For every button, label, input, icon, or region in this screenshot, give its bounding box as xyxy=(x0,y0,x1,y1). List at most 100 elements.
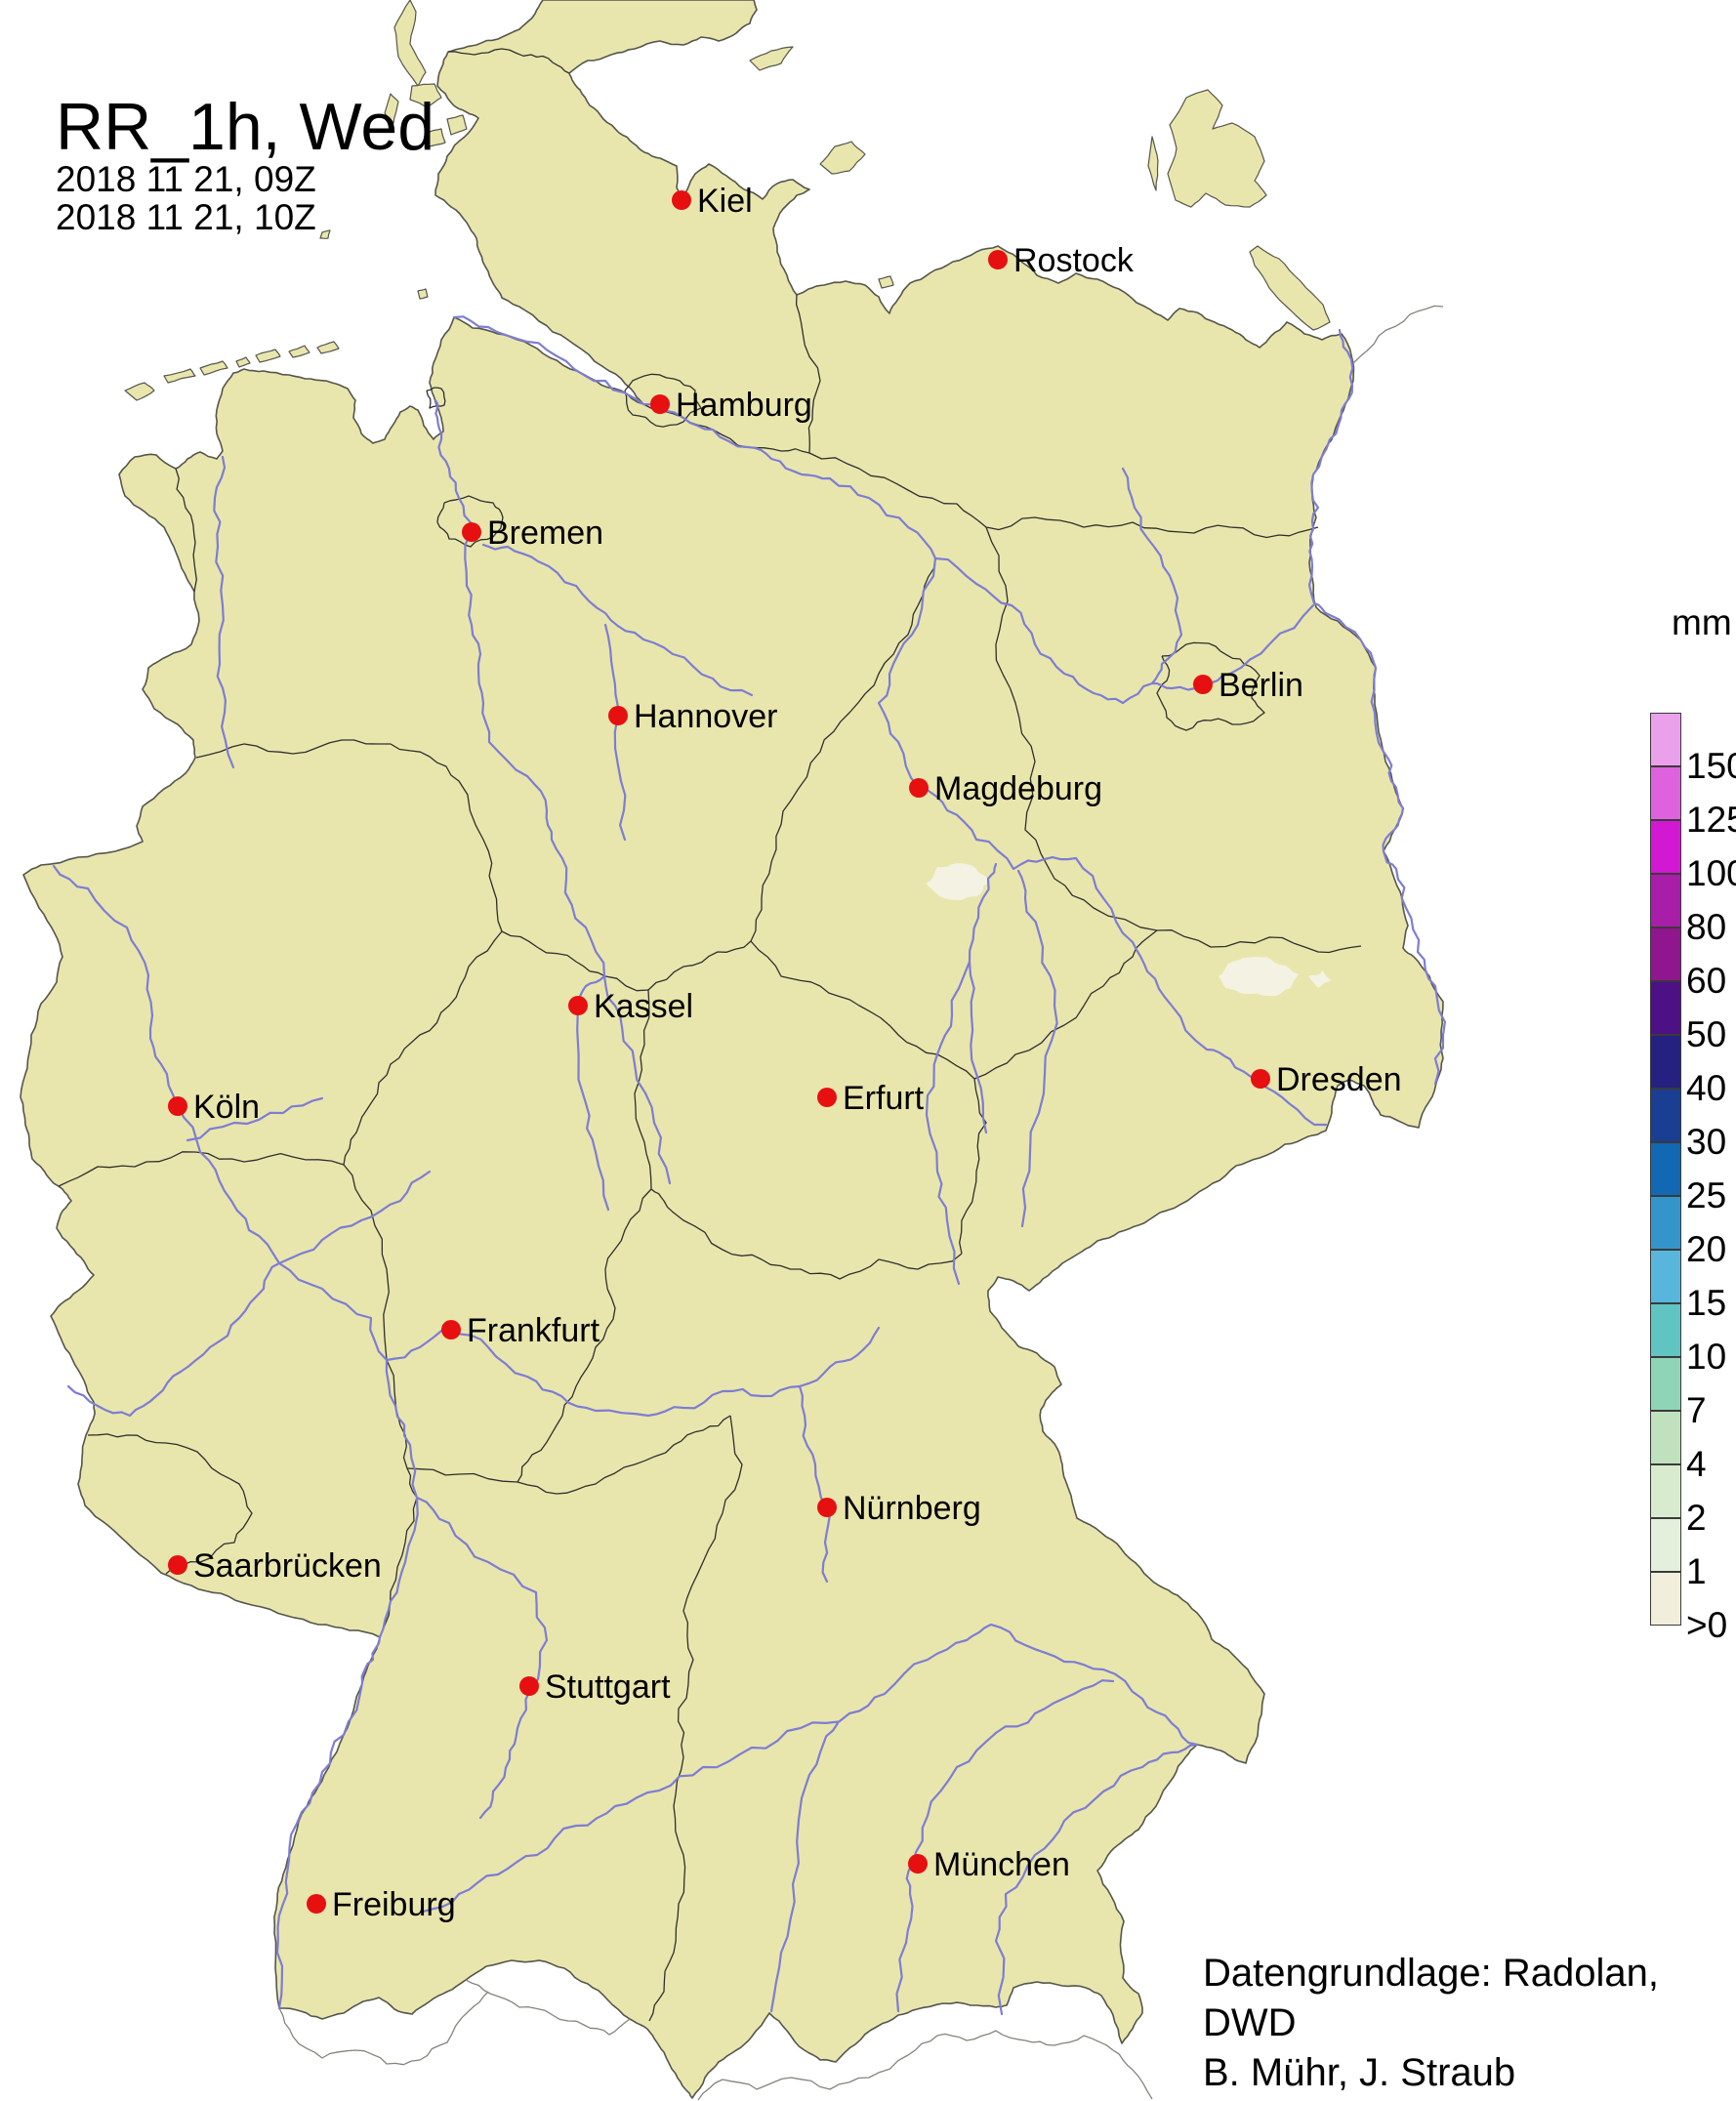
city-marker: Stuttgart xyxy=(519,1668,671,1706)
river xyxy=(213,455,235,769)
state-border xyxy=(647,940,752,991)
river xyxy=(385,1326,881,1418)
river xyxy=(421,1623,1199,1914)
river xyxy=(66,1261,281,1418)
city-marker: Dresden xyxy=(1251,1061,1402,1098)
state-border xyxy=(517,1188,652,1483)
river xyxy=(994,1743,1199,2016)
city-marker: Saarbrücken xyxy=(168,1547,382,1585)
island-shape xyxy=(1147,136,1159,191)
city-marker: Köln xyxy=(168,1089,260,1126)
island-shape xyxy=(749,46,794,71)
island-shape xyxy=(409,83,442,108)
city-marker: Rostock xyxy=(988,242,1135,279)
city-dot xyxy=(1251,1069,1270,1089)
city-marker: Erfurt xyxy=(817,1080,925,1117)
city-marker: Freiburg xyxy=(307,1886,456,1923)
city-label: Kassel xyxy=(594,988,693,1025)
river xyxy=(481,543,754,697)
city-dot xyxy=(568,996,588,1015)
river xyxy=(769,1721,840,2013)
state-border xyxy=(343,930,503,1166)
river xyxy=(798,1384,831,1584)
state-border xyxy=(795,294,821,454)
city-label: Nürnberg xyxy=(843,1490,981,1527)
city-marker: Hannover xyxy=(608,698,777,735)
river xyxy=(1382,806,1446,1086)
city-label: Saarbrücken xyxy=(193,1547,382,1585)
river xyxy=(1307,328,1405,810)
map-title: RR_1h, Wed xyxy=(56,90,435,164)
state-border xyxy=(634,989,652,1190)
island-shape xyxy=(319,229,331,239)
river xyxy=(968,960,988,1134)
state-border xyxy=(1156,641,1265,731)
state-border xyxy=(650,1188,963,1280)
city-dot xyxy=(988,250,1008,269)
city-label: München xyxy=(933,1846,1070,1883)
neighbor-country-outline xyxy=(697,2030,1153,2101)
state-border xyxy=(175,468,197,593)
neighbor-country-outline xyxy=(465,1979,631,2036)
river xyxy=(602,974,672,1185)
island-shape xyxy=(446,114,468,136)
city-dot xyxy=(307,1894,326,1914)
city-label: Hamburg xyxy=(676,387,812,424)
city-label: Frankfurt xyxy=(467,1312,600,1349)
river xyxy=(434,398,606,978)
map-time-from: 2018 11 21, 09Z xyxy=(56,159,316,199)
island-shape xyxy=(255,349,281,363)
map-time-to: 2018 11 21, 10Z xyxy=(56,197,316,237)
state-border xyxy=(750,557,936,942)
city-label: Rostock xyxy=(1013,242,1135,279)
city-marker: Kassel xyxy=(568,988,693,1025)
state-border xyxy=(406,1467,518,1483)
state-border xyxy=(426,387,446,409)
river xyxy=(925,862,998,1286)
island-shape xyxy=(1249,245,1331,331)
city-dot xyxy=(817,1498,837,1517)
city-dot xyxy=(462,522,481,542)
river xyxy=(52,864,419,2010)
state-border xyxy=(973,929,1158,1080)
state-border xyxy=(517,1415,731,1495)
island-shape xyxy=(393,0,427,87)
city-label: Freiburg xyxy=(332,1886,456,1923)
city-dot xyxy=(519,1676,539,1696)
precipitation-trace-area xyxy=(926,863,988,900)
state-border xyxy=(195,739,503,932)
state-border xyxy=(959,1078,987,1255)
river xyxy=(576,974,610,1212)
germany-landmass xyxy=(20,0,1444,2099)
city-marker: Bremen xyxy=(462,515,603,552)
island-shape xyxy=(819,141,866,175)
state-border xyxy=(501,930,649,992)
river xyxy=(277,1170,432,1265)
island-shape xyxy=(1167,89,1267,208)
river xyxy=(1150,603,1315,691)
state-border xyxy=(808,452,1319,539)
city-label: Kiel xyxy=(697,183,753,220)
neighbor-country-outline xyxy=(278,1991,489,2066)
city-label: Köln xyxy=(193,1089,260,1126)
attribution: Datengrundlage: Radolan, DWD B. Mühr, J.… xyxy=(1203,1949,1736,2098)
precipitation-trace-area xyxy=(1219,957,1299,997)
island-shape xyxy=(425,128,446,147)
state-border xyxy=(447,48,570,74)
city-label: Hannover xyxy=(634,698,777,735)
city-marker: Hamburg xyxy=(650,387,812,424)
neighbor-country-outline xyxy=(1352,305,1444,364)
city-marker: Nürnberg xyxy=(817,1490,981,1527)
river xyxy=(186,1096,324,1142)
city-label: Magdeburg xyxy=(934,770,1102,807)
island-shape xyxy=(288,345,310,358)
island-shape xyxy=(124,382,155,401)
state-border xyxy=(624,373,702,428)
river xyxy=(895,1679,1115,2013)
city-dot xyxy=(168,1555,187,1575)
island-shape xyxy=(199,360,228,376)
city-dot xyxy=(441,1320,461,1339)
city-dot xyxy=(908,1854,928,1874)
